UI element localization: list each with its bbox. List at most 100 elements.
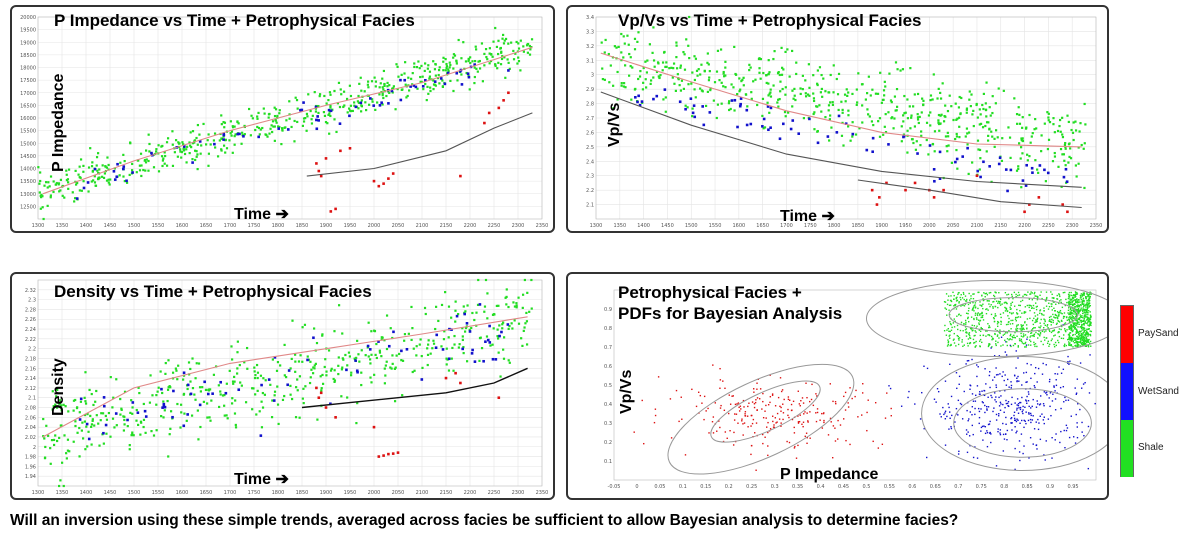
data-point-shale xyxy=(189,144,192,147)
data-point-shale xyxy=(615,46,618,49)
data-point-wetsand xyxy=(259,434,263,437)
data-point-shale xyxy=(1081,337,1083,339)
data-point-wetsand xyxy=(976,169,980,173)
data-point-shale xyxy=(1055,317,1057,319)
data-point-shale xyxy=(144,169,147,172)
data-point-shale xyxy=(999,313,1002,315)
data-point-shale xyxy=(1064,291,1066,294)
data-point-shale xyxy=(268,112,271,116)
data-point-wetsand xyxy=(122,167,125,171)
data-point-shale xyxy=(81,421,84,424)
data-point-wetsand xyxy=(902,135,905,139)
data-point-paysand xyxy=(845,439,847,442)
data-point-shale xyxy=(1049,318,1051,321)
data-point-shale xyxy=(233,375,236,379)
data-point-shale xyxy=(1050,324,1052,326)
ylabel-vpvs-time: Vp/Vs xyxy=(606,102,623,147)
data-point-shale xyxy=(236,372,239,375)
data-point-wetsand xyxy=(1037,418,1039,421)
data-point-paysand xyxy=(719,426,721,429)
data-point-shale xyxy=(254,373,257,377)
x-tick-label: 0.4 xyxy=(817,484,825,490)
data-point-shale xyxy=(804,95,808,98)
data-point-shale xyxy=(528,53,532,56)
data-point-shale xyxy=(1036,168,1039,171)
data-point-wetsand xyxy=(1005,402,1008,405)
data-point-shale xyxy=(1058,314,1060,316)
data-point-shale xyxy=(442,69,445,72)
data-point-shale xyxy=(455,59,458,62)
data-point-paysand xyxy=(795,457,798,459)
data-point-shale xyxy=(111,417,115,420)
x-tick-label: 2050 xyxy=(392,490,405,496)
data-point-wetsand xyxy=(1004,406,1006,409)
data-point-shale xyxy=(349,104,353,107)
data-point-wetsand xyxy=(1017,419,1019,421)
data-point-shale xyxy=(233,380,236,383)
data-point-shale xyxy=(316,418,319,421)
data-point-wetsand xyxy=(995,465,998,467)
data-point-wetsand xyxy=(1010,417,1012,420)
data-point-shale xyxy=(384,364,387,367)
data-point-shale xyxy=(914,148,918,151)
data-point-shale xyxy=(397,75,400,78)
data-point-shale xyxy=(484,48,488,51)
data-point-shale xyxy=(62,484,65,488)
data-point-wetsand xyxy=(1080,387,1083,389)
data-point-shale xyxy=(950,299,952,302)
data-point-shale xyxy=(526,291,529,294)
data-point-shale xyxy=(831,103,835,106)
data-point-wetsand xyxy=(678,100,682,104)
data-point-wetsand xyxy=(954,421,956,423)
data-point-shale xyxy=(1015,295,1017,298)
data-point-shale xyxy=(988,292,991,294)
data-point-shale xyxy=(434,74,437,77)
data-point-shale xyxy=(949,330,951,333)
data-point-shale xyxy=(385,94,388,98)
data-point-shale xyxy=(1050,320,1052,323)
data-point-shale xyxy=(1087,306,1089,308)
data-point-shale xyxy=(1008,339,1010,341)
data-point-shale xyxy=(1078,332,1080,335)
data-point-shale xyxy=(1048,302,1050,304)
data-point-wetsand xyxy=(1010,417,1013,419)
data-point-paysand xyxy=(809,437,811,439)
data-point-shale xyxy=(1077,336,1079,339)
data-point-shale xyxy=(528,44,531,48)
data-point-shale xyxy=(182,143,185,146)
data-point-shale xyxy=(1066,114,1069,117)
data-point-shale xyxy=(339,88,342,91)
data-point-shale xyxy=(467,59,470,63)
data-point-wetsand xyxy=(978,416,981,419)
data-point-shale xyxy=(1076,306,1078,308)
data-point-shale xyxy=(946,109,950,113)
data-point-shale xyxy=(1088,341,1090,344)
data-point-shale xyxy=(1068,326,1070,328)
data-point-shale xyxy=(453,343,456,346)
data-point-shale xyxy=(113,426,116,429)
data-point-shale xyxy=(1083,312,1085,314)
data-point-paysand xyxy=(797,422,800,424)
data-point-shale xyxy=(305,112,309,116)
x-tick-label: 0.95 xyxy=(1067,484,1078,490)
data-point-wetsand xyxy=(116,162,119,166)
data-point-wetsand xyxy=(871,136,875,140)
data-point-shale xyxy=(236,340,239,343)
data-point-wetsand xyxy=(1013,414,1015,417)
data-point-wetsand xyxy=(958,383,960,385)
data-point-shale xyxy=(1071,313,1073,315)
x-tick-label: 2350 xyxy=(1090,223,1103,229)
data-point-shale xyxy=(1009,338,1011,340)
y-tick-label: 18000 xyxy=(20,66,36,72)
data-point-wetsand xyxy=(736,125,739,129)
data-point-wetsand xyxy=(306,358,309,362)
data-point-shale xyxy=(1087,310,1090,312)
data-point-paysand xyxy=(746,415,749,417)
data-point-wetsand xyxy=(940,416,942,418)
data-point-shale xyxy=(1019,309,1021,312)
data-point-shale xyxy=(243,133,246,136)
data-point-wetsand xyxy=(136,411,140,415)
data-point-shale xyxy=(1075,313,1077,315)
data-point-shale xyxy=(947,339,949,341)
data-point-shale xyxy=(739,88,742,91)
